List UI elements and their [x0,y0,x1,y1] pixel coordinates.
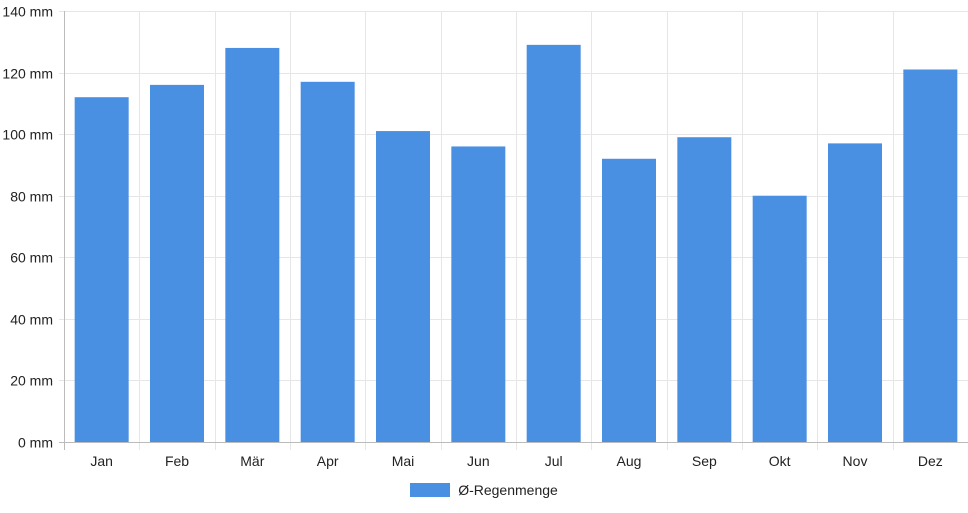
legend: Ø-Regenmenge [0,480,968,500]
x-tick-label: Mär [240,453,264,469]
legend-swatch [410,483,451,497]
grid-layer [59,11,968,450]
bar-feb [150,84,204,442]
x-tick-label: Sep [692,453,717,469]
x-tick-label: Dez [918,453,943,469]
label-layer: 0 mm 20 mm 40 mm 60 mm 80 mm 100 mm 120 mm 140 … [2,4,942,470]
y-tick-label: 140 mm [2,4,53,20]
x-tick-label: Jun [467,453,490,469]
x-tick-label: Mai [392,453,415,469]
y-tick-label: 60 mm [10,250,53,266]
bar-layer [74,44,958,443]
y-tick-label: 100 mm [2,127,53,143]
x-tick-label: Okt [769,453,791,469]
bar-jan [74,97,129,442]
bar-jun [451,146,506,442]
bar-mär [225,47,280,442]
x-tick-label: Aug [617,453,642,469]
y-tick-label: 120 mm [2,66,53,82]
y-tick-label: 20 mm [10,373,53,389]
y-tick-label: 0 mm [18,435,53,451]
legend-label: Ø-Regenmenge [458,482,558,498]
bar-jul [526,44,581,442]
bar-aug [602,158,656,442]
bar-okt [752,195,807,442]
y-tick-label: 80 mm [10,189,53,205]
x-tick-label: Jul [545,453,563,469]
legend-item-rainfall[interactable]: Ø-Regenmenge [410,482,558,498]
x-tick-label: Apr [317,453,339,469]
x-tick-label: Feb [165,453,189,469]
bar-mai [376,131,430,443]
bar-sep [677,137,732,442]
y-tick-label: 40 mm [10,312,53,328]
x-tick-label: Jan [90,453,113,469]
x-tick-label: Nov [843,453,868,469]
bar-dez [903,69,958,442]
bar-apr [300,81,355,443]
bar-nov [828,143,882,442]
